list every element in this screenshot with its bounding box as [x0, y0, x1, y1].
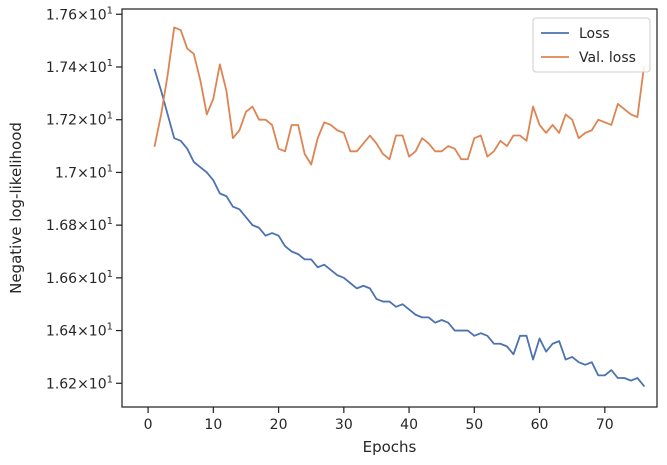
x-tick-label: 60	[531, 417, 549, 433]
y-axis: 1.62×1011.64×1011.66×1011.68×1011.7×1011…	[46, 5, 122, 392]
y-tick-label: 1.7×101	[55, 163, 113, 181]
legend: Loss Val. loss	[532, 17, 651, 73]
y-tick-label: 1.66×101	[46, 269, 113, 287]
y-tick-exponent: 1	[107, 111, 113, 122]
series-line-2	[153, 26, 645, 166]
y-tick-mantissa: 1.62	[46, 376, 77, 392]
y-tick-label: 1.62×101	[46, 374, 113, 392]
x-tick-label: 50	[465, 417, 483, 433]
y-tick-mantissa: 1.68	[46, 218, 77, 234]
axes-frame	[121, 8, 658, 408]
y-tick-exponent: 1	[107, 5, 113, 16]
y-tick-label: 1.64×101	[46, 322, 113, 340]
y-tick-label: 1.68×101	[46, 216, 113, 234]
x-tick-label: 10	[204, 417, 222, 433]
x-axis: 0 10 20 30 40 50 60 70	[144, 407, 614, 433]
y-tick-base: ×10	[77, 113, 107, 129]
y-tick-base: ×10	[77, 271, 107, 287]
y-tick-base: ×10	[77, 165, 107, 181]
y-tick-exponent: 1	[107, 163, 113, 174]
y-tick-exponent: 1	[107, 216, 113, 227]
y-tick-exponent: 1	[107, 58, 113, 69]
y-tick-label: 1.76×101	[46, 5, 113, 23]
legend-label: Val. loss	[579, 50, 636, 66]
x-tick-label: 20	[270, 417, 288, 433]
y-tick-label: 1.74×101	[46, 58, 113, 76]
x-tick-label: 0	[144, 417, 153, 433]
y-tick-base: ×10	[77, 60, 107, 76]
x-axis-label: Epochs	[363, 438, 417, 456]
y-tick-base: ×10	[77, 218, 107, 234]
y-axis-label: Negative log-likelihood	[7, 122, 25, 294]
y-tick-mantissa: 1.76	[46, 7, 77, 23]
x-tick-label: 30	[335, 417, 353, 433]
y-tick-exponent: 1	[107, 374, 113, 385]
series-line-1	[153, 68, 645, 387]
y-tick-exponent: 1	[107, 322, 113, 333]
y-tick-mantissa: 1.7	[55, 165, 77, 181]
y-tick-mantissa: 1.74	[46, 60, 77, 76]
y-tick-label: 1.72×101	[46, 111, 113, 129]
y-tick-exponent: 1	[107, 269, 113, 280]
y-tick-base: ×10	[77, 376, 107, 392]
y-tick-mantissa: 1.64	[46, 324, 77, 340]
x-tick-label: 70	[596, 417, 614, 433]
plot-area	[121, 8, 658, 408]
x-tick-label: 40	[400, 417, 418, 433]
legend-label: Loss	[579, 26, 610, 42]
y-tick-mantissa: 1.72	[46, 113, 77, 129]
y-tick-base: ×10	[77, 324, 107, 340]
y-tick-mantissa: 1.66	[46, 271, 77, 287]
y-tick-base: ×10	[77, 7, 107, 23]
legend-box	[532, 17, 651, 73]
series-layer	[153, 26, 645, 387]
